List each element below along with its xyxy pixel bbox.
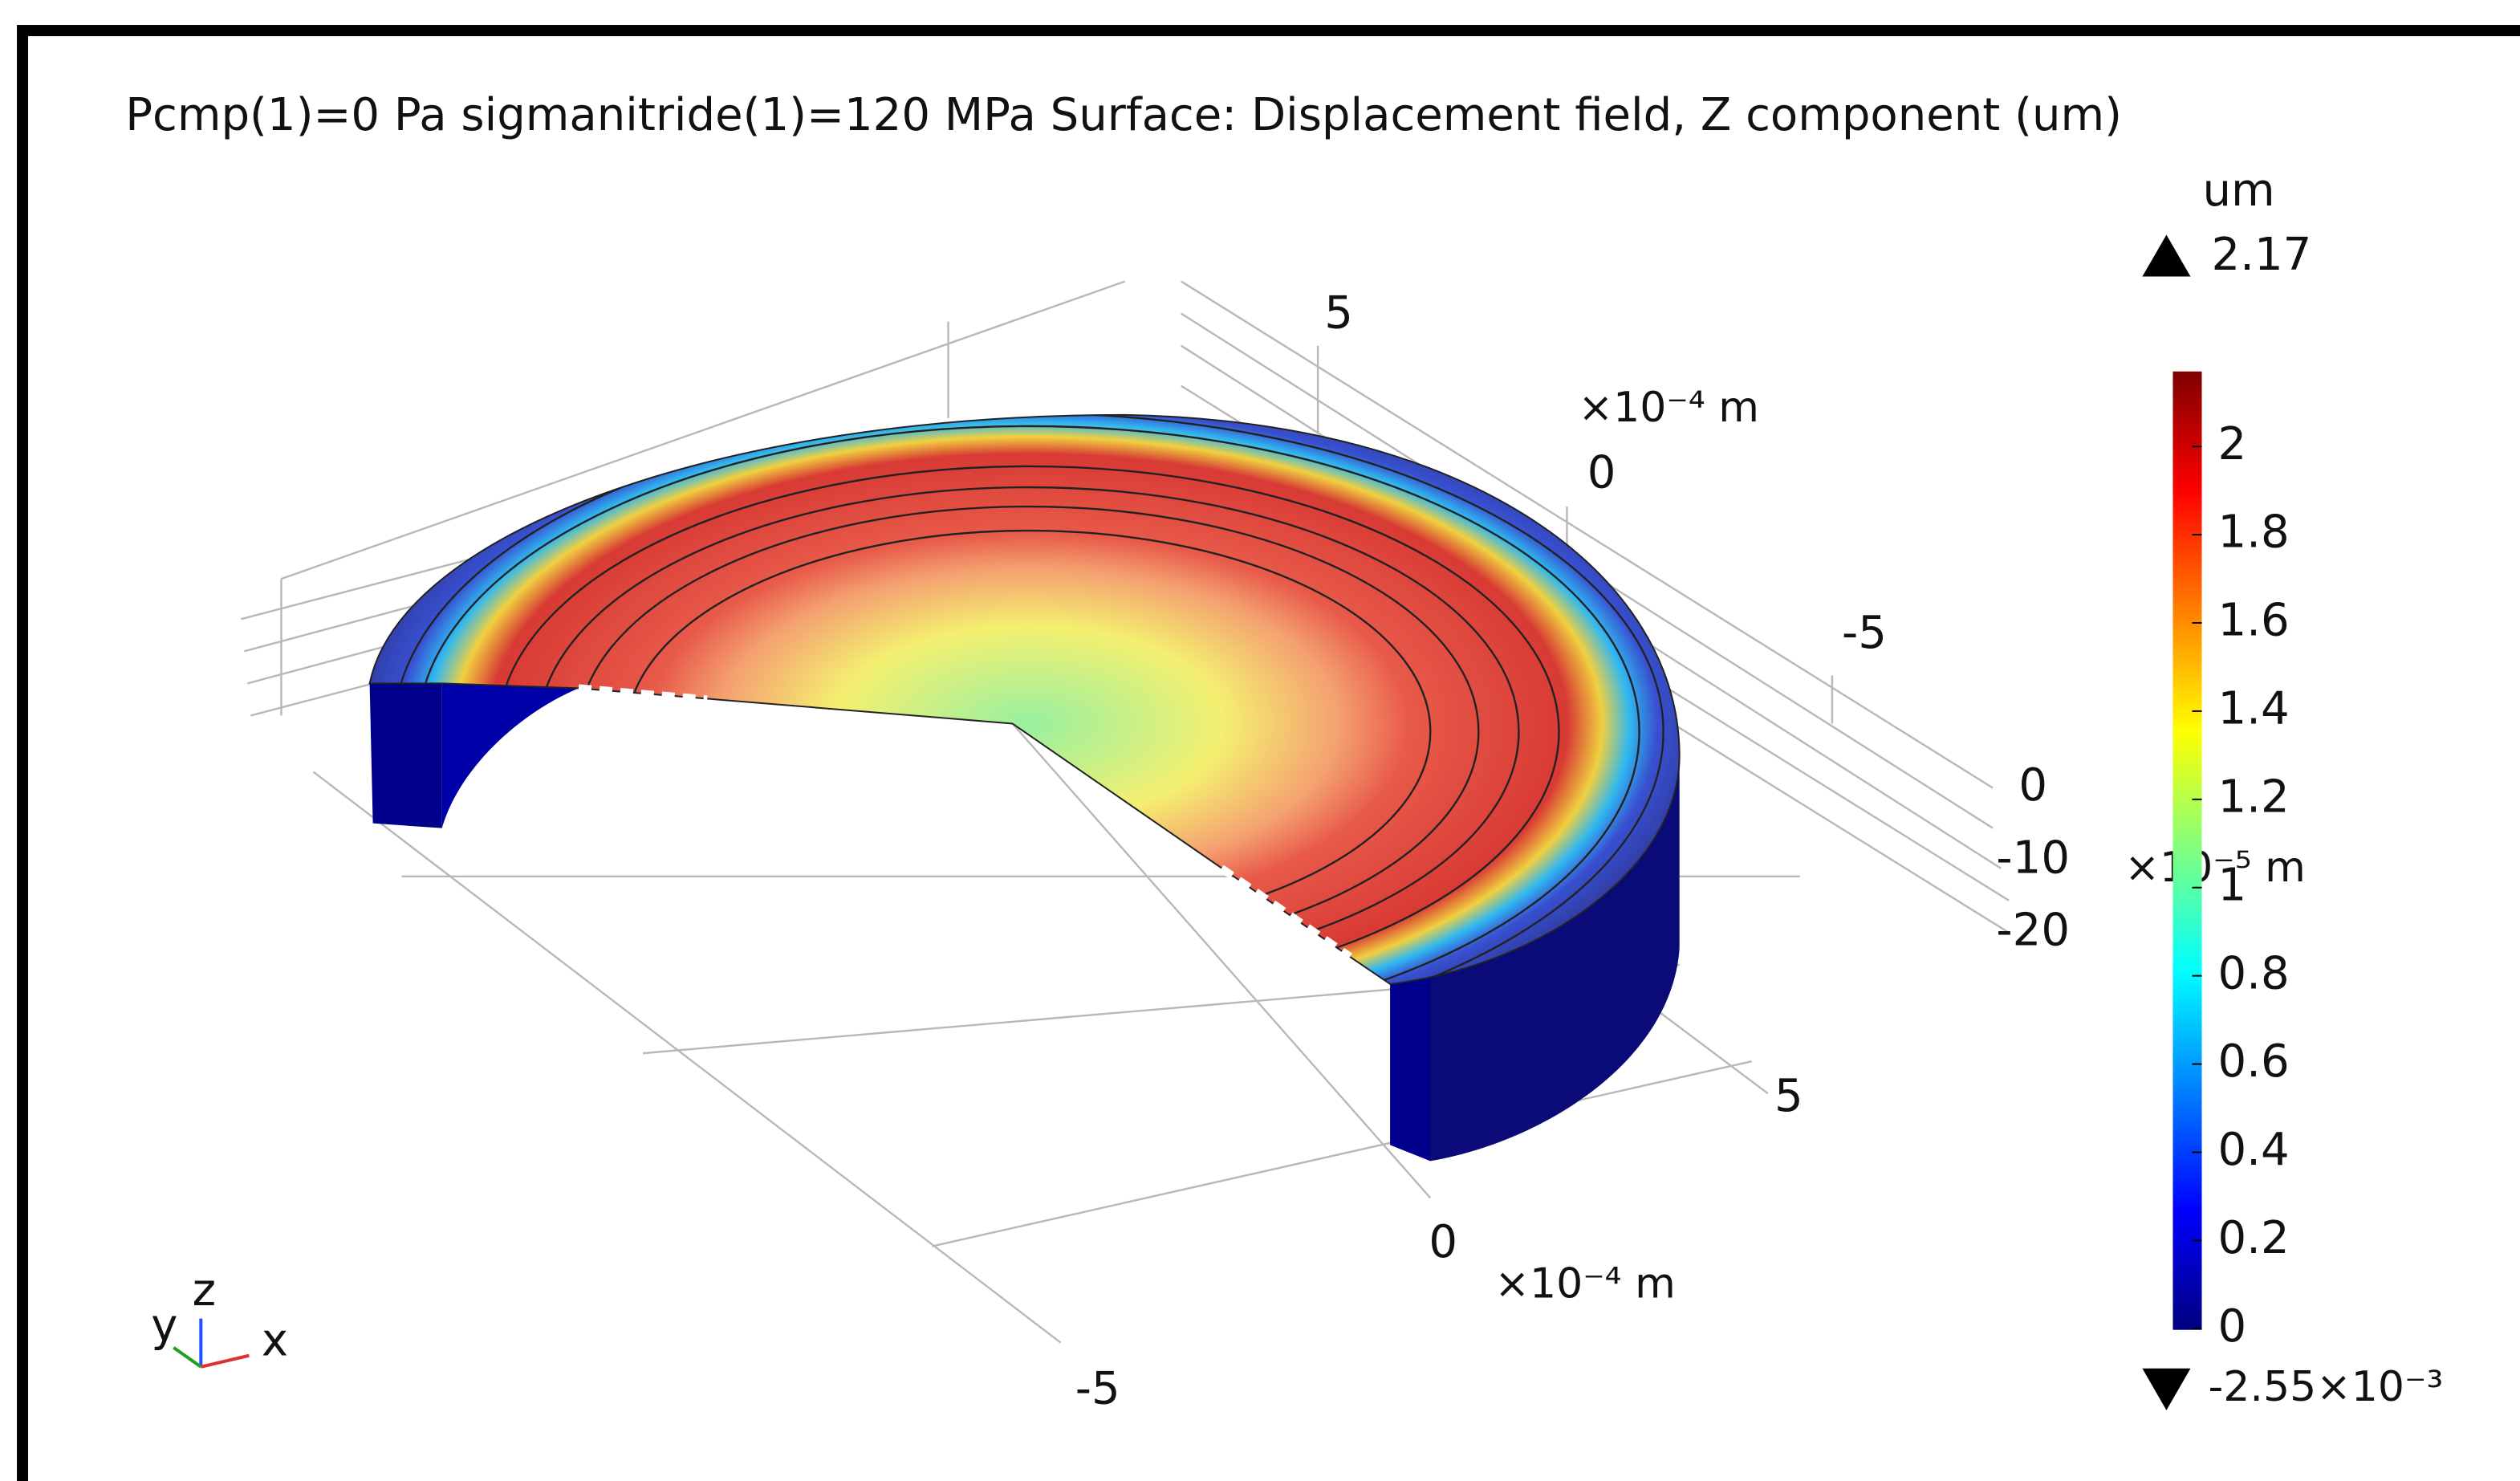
colorbar-tick-label: 1.8	[2218, 507, 2290, 559]
colorbar-tick-label: 0.6	[2218, 1035, 2290, 1088]
cut-face-left	[370, 683, 442, 828]
z-axis-tick-label: -10	[1996, 832, 2070, 884]
colorbar	[2172, 372, 2201, 1330]
cut-face-right	[1390, 973, 1430, 1161]
triad-label: z	[193, 1264, 216, 1316]
triad-label: x	[262, 1314, 288, 1366]
y-axis-tick-label: 5	[1324, 287, 1353, 339]
z-axis-tick-label: 0	[2018, 759, 2047, 812]
colorbar-tick-label: 0	[2218, 1300, 2247, 1353]
colorbar-tick-label: 0.4	[2218, 1124, 2290, 1176]
x-axis-tick-label: -5	[1075, 1362, 1120, 1414]
z-axis-tick-label: -20	[1996, 905, 2070, 957]
colorbar-tick-label: 2	[2218, 418, 2247, 470]
colorbar-tick-label: 1	[2218, 859, 2247, 911]
colorbar-tick-label: 0.2	[2218, 1212, 2290, 1264]
z-axis-unit: ×10⁻⁵ m	[2124, 844, 2305, 892]
plot-window: Pcmp(1)=0 Pa sigmanitride(1)=120 MPa Sur…	[0, 0, 2520, 1481]
colorbar-tick-label: 1.6	[2218, 595, 2290, 647]
colorbar-unit: um	[2202, 165, 2274, 217]
triad-label: y	[151, 1300, 177, 1352]
colorbar-max: 2.17	[2212, 229, 2312, 281]
colorbar-tick-label: 1.4	[2218, 683, 2290, 735]
colorbar-tick-label: 1.2	[2218, 771, 2290, 823]
x-axis-unit: ×10⁻⁴ m	[1494, 1260, 1675, 1308]
y-axis-tick-label: -5	[1842, 607, 1887, 659]
x-axis-tick-label: 0	[1429, 1216, 1457, 1268]
page: {"chart_data": {"type": "surface", "titl…	[0, 0, 2520, 1481]
y-axis-tick-label: 0	[1587, 447, 1616, 499]
y-axis-unit: ×10⁻⁴ m	[1579, 384, 1759, 432]
plot-title: Pcmp(1)=0 Pa sigmanitride(1)=120 MPa Sur…	[125, 89, 2122, 141]
colorbar-min: -2.55×10⁻³	[2209, 1363, 2444, 1411]
x-axis-tick-label: 5	[1774, 1070, 1803, 1122]
colorbar-tick-label: 0.8	[2218, 947, 2290, 999]
